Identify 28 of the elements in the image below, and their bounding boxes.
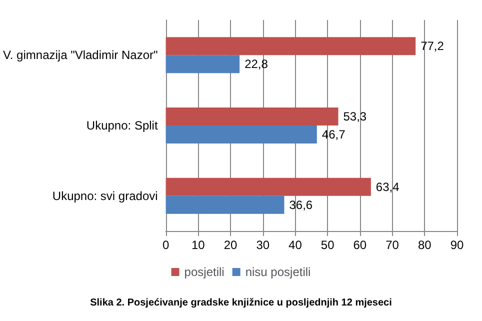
bar — [166, 55, 240, 74]
data-label: 53,3 — [343, 110, 367, 124]
x-tick-label: 10 — [191, 238, 206, 252]
x-tick-label: 90 — [450, 238, 464, 252]
legend-label: posjetili — [184, 265, 224, 279]
x-tick-label: 50 — [320, 238, 335, 252]
y-tick-label: Ukupno: svi gradovi — [52, 188, 158, 203]
bar — [166, 108, 338, 126]
bar — [166, 126, 317, 144]
text: Slika 2. Posjećivanje gradske knjižnice u posljednjih 12 mjeseci — [90, 298, 392, 308]
data-label: 22,8 — [244, 57, 268, 72]
data-label: 77,2 — [420, 39, 444, 54]
bar — [166, 196, 284, 214]
x-tick-label: 40 — [288, 238, 302, 252]
data-label: 46,7 — [322, 128, 346, 142]
bar — [166, 178, 371, 196]
y-tick-label: Ukupno: Split — [86, 118, 158, 132]
bar — [166, 37, 416, 56]
y-tick-label: V. gimnazija "Vladimir Nazor" — [2, 48, 158, 62]
data-label: 63,4 — [376, 180, 400, 194]
x-tick-label: 0 — [162, 238, 170, 252]
x-tick-label: 30 — [256, 238, 270, 252]
x-tick-label: 80 — [418, 238, 432, 252]
x-tick-label: 60 — [353, 238, 367, 252]
legend-label: nisu posjetili — [245, 265, 311, 279]
x-tick-label: 20 — [224, 238, 238, 252]
data-label: 36,6 — [289, 198, 313, 212]
x-tick-label: 70 — [386, 238, 400, 252]
